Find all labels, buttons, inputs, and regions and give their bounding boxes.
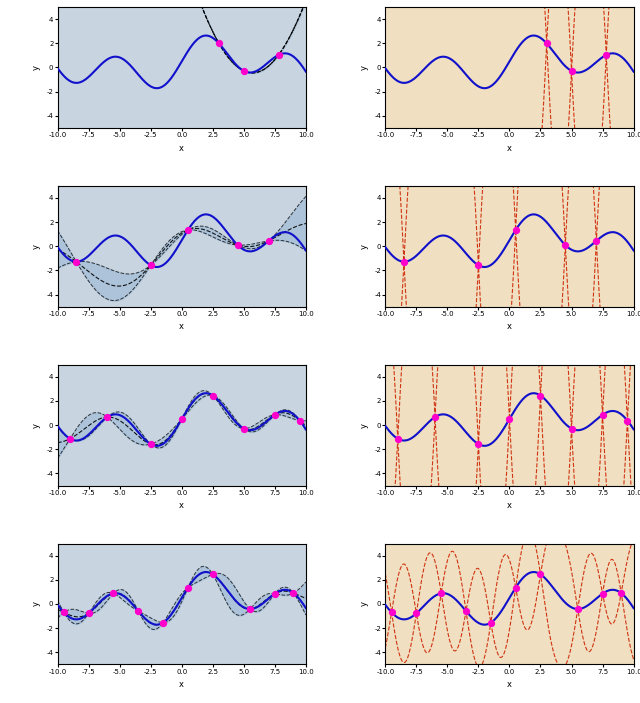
Point (232, 240, 243, 251)
Point (486, 617, 496, 628)
Point (294, 415, 305, 426)
X-axis label: x: x (179, 143, 184, 153)
Point (566, 65, 577, 77)
Y-axis label: y: y (360, 65, 369, 70)
Point (474, 259, 484, 271)
X-axis label: x: x (179, 501, 184, 510)
Y-axis label: y: y (360, 244, 369, 249)
Point (541, 38, 552, 49)
Point (207, 390, 218, 401)
Point (601, 49, 611, 60)
X-axis label: x: x (507, 323, 512, 331)
Point (536, 390, 546, 401)
X-axis label: x: x (507, 501, 512, 510)
Point (65, 433, 75, 444)
Point (158, 617, 168, 628)
Point (289, 588, 299, 599)
Y-axis label: y: y (360, 602, 369, 607)
Point (412, 607, 422, 619)
Y-axis label: y: y (32, 602, 41, 607)
Y-axis label: y: y (360, 423, 369, 427)
Point (430, 411, 440, 423)
Point (598, 588, 608, 599)
Point (264, 236, 274, 247)
X-axis label: x: x (179, 680, 184, 689)
Point (183, 582, 193, 593)
Point (183, 224, 193, 236)
Point (207, 569, 218, 580)
Point (616, 588, 627, 599)
Point (239, 65, 249, 77)
Point (560, 240, 570, 251)
Point (239, 423, 249, 434)
Point (214, 38, 224, 49)
Point (591, 236, 602, 247)
Point (273, 49, 284, 60)
Point (511, 582, 521, 593)
Point (566, 423, 577, 434)
Point (59, 607, 69, 618)
Point (177, 413, 187, 425)
Point (598, 409, 608, 420)
Point (622, 415, 632, 426)
Point (245, 603, 255, 614)
Point (392, 433, 403, 444)
Point (71, 256, 81, 267)
X-axis label: x: x (507, 680, 512, 689)
Y-axis label: y: y (32, 423, 41, 427)
Point (504, 413, 515, 425)
Point (536, 569, 546, 580)
Point (83, 607, 93, 619)
Point (511, 224, 521, 236)
Point (108, 588, 118, 599)
Point (133, 605, 143, 617)
Point (461, 605, 471, 617)
Point (145, 259, 156, 271)
Point (145, 439, 156, 450)
Y-axis label: y: y (32, 244, 41, 249)
Point (269, 409, 280, 420)
Point (474, 439, 484, 450)
X-axis label: x: x (507, 143, 512, 153)
Point (387, 607, 397, 618)
Point (269, 588, 280, 599)
Point (399, 256, 409, 267)
Point (102, 411, 113, 423)
X-axis label: x: x (179, 323, 184, 331)
Y-axis label: y: y (32, 65, 41, 70)
Point (436, 588, 446, 599)
Point (573, 603, 583, 614)
